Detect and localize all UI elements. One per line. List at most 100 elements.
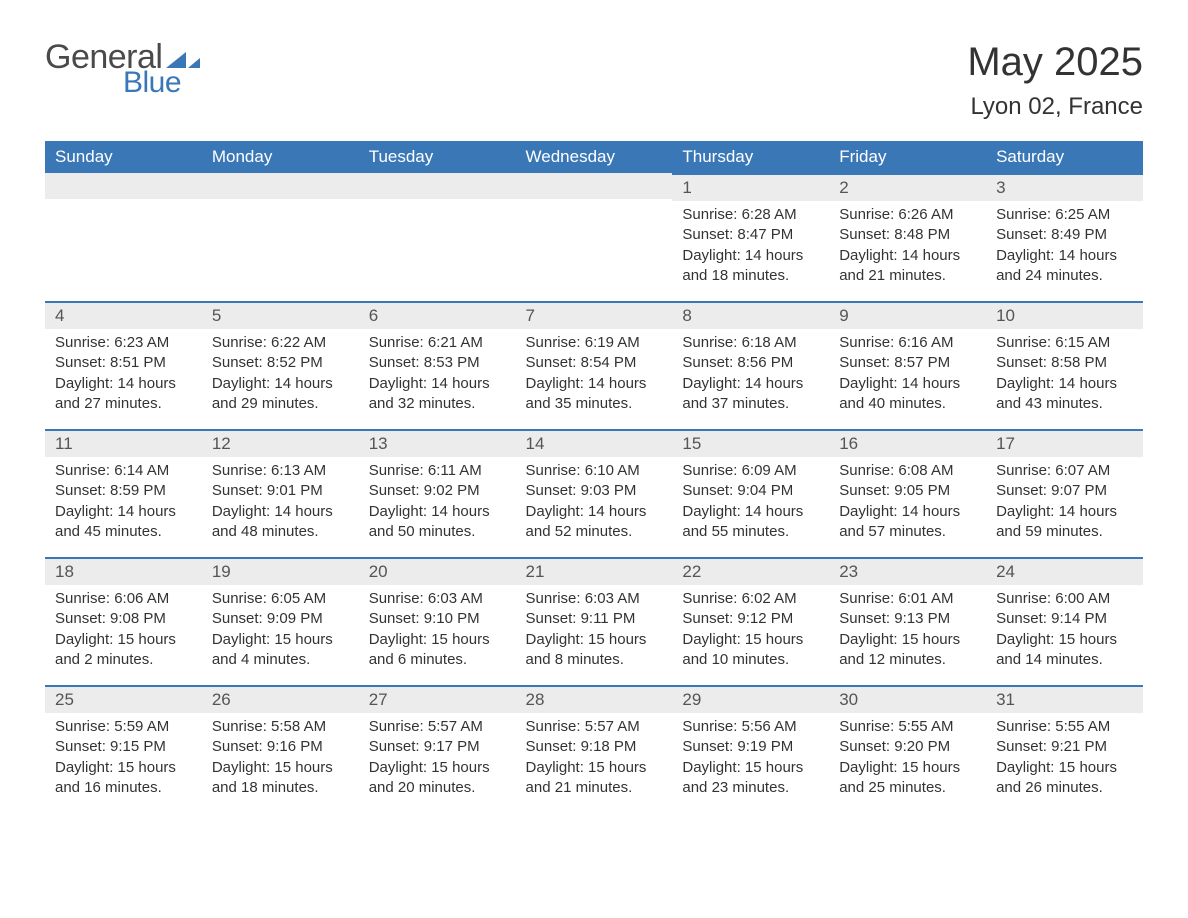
- daylight-line: Daylight: 15 hours and 25 minutes.: [839, 758, 976, 799]
- day-details: Sunrise: 6:02 AMSunset: 9:12 PMDaylight:…: [672, 585, 829, 680]
- day-details: Sunrise: 5:55 AMSunset: 9:20 PMDaylight:…: [829, 713, 986, 808]
- sunset-line: Sunset: 8:49 PM: [996, 225, 1133, 245]
- day-number-bar: 31: [986, 685, 1143, 713]
- day-details: Sunrise: 6:11 AMSunset: 9:02 PMDaylight:…: [359, 457, 516, 552]
- daylight-line: Daylight: 15 hours and 6 minutes.: [369, 630, 506, 671]
- location-subtitle: Lyon 02, France: [967, 93, 1143, 121]
- sunrise-line: Sunrise: 6:03 AM: [526, 589, 663, 609]
- day-details: Sunrise: 5:58 AMSunset: 9:16 PMDaylight:…: [202, 713, 359, 808]
- day-details: Sunrise: 6:06 AMSunset: 9:08 PMDaylight:…: [45, 585, 202, 680]
- empty-daynum-bar: [516, 173, 673, 199]
- weekday-header: Monday: [202, 141, 359, 173]
- day-details: Sunrise: 6:26 AMSunset: 8:48 PMDaylight:…: [829, 201, 986, 296]
- empty-daynum-bar: [359, 173, 516, 199]
- sunrise-line: Sunrise: 6:01 AM: [839, 589, 976, 609]
- daylight-line: Daylight: 14 hours and 18 minutes.: [682, 246, 819, 287]
- day-details: Sunrise: 6:13 AMSunset: 9:01 PMDaylight:…: [202, 457, 359, 552]
- daylight-line: Daylight: 14 hours and 57 minutes.: [839, 502, 976, 543]
- sunrise-line: Sunrise: 6:18 AM: [682, 333, 819, 353]
- day-number-bar: 11: [45, 429, 202, 457]
- day-number-bar: 5: [202, 301, 359, 329]
- sunrise-line: Sunrise: 6:16 AM: [839, 333, 976, 353]
- day-number: 16: [829, 431, 986, 457]
- day-details: Sunrise: 6:25 AMSunset: 8:49 PMDaylight:…: [986, 201, 1143, 296]
- weekday-header: Wednesday: [516, 141, 673, 173]
- day-number: 3: [986, 175, 1143, 201]
- sunset-line: Sunset: 9:21 PM: [996, 737, 1133, 757]
- daylight-line: Daylight: 14 hours and 24 minutes.: [996, 246, 1133, 287]
- sunset-line: Sunset: 9:17 PM: [369, 737, 506, 757]
- day-number-bar: 21: [516, 557, 673, 585]
- sunset-line: Sunset: 8:57 PM: [839, 353, 976, 373]
- sunrise-line: Sunrise: 6:23 AM: [55, 333, 192, 353]
- sunset-line: Sunset: 9:10 PM: [369, 609, 506, 629]
- sunset-line: Sunset: 9:13 PM: [839, 609, 976, 629]
- day-details: Sunrise: 6:21 AMSunset: 8:53 PMDaylight:…: [359, 329, 516, 424]
- calendar-cell: 6Sunrise: 6:21 AMSunset: 8:53 PMDaylight…: [359, 301, 516, 429]
- daylight-line: Daylight: 15 hours and 10 minutes.: [682, 630, 819, 671]
- calendar-cell: 18Sunrise: 6:06 AMSunset: 9:08 PMDayligh…: [45, 557, 202, 685]
- sunset-line: Sunset: 9:18 PM: [526, 737, 663, 757]
- day-number: 27: [359, 687, 516, 713]
- sunrise-line: Sunrise: 6:05 AM: [212, 589, 349, 609]
- daylight-line: Daylight: 14 hours and 55 minutes.: [682, 502, 819, 543]
- sunrise-line: Sunrise: 6:03 AM: [369, 589, 506, 609]
- sunset-line: Sunset: 9:14 PM: [996, 609, 1133, 629]
- daylight-line: Daylight: 15 hours and 4 minutes.: [212, 630, 349, 671]
- sunset-line: Sunset: 9:12 PM: [682, 609, 819, 629]
- day-details: Sunrise: 6:08 AMSunset: 9:05 PMDaylight:…: [829, 457, 986, 552]
- day-number-bar: 14: [516, 429, 673, 457]
- daylight-line: Daylight: 15 hours and 16 minutes.: [55, 758, 192, 799]
- day-details: Sunrise: 6:07 AMSunset: 9:07 PMDaylight:…: [986, 457, 1143, 552]
- day-number: 17: [986, 431, 1143, 457]
- sunrise-line: Sunrise: 6:06 AM: [55, 589, 192, 609]
- day-details: Sunrise: 6:03 AMSunset: 9:11 PMDaylight:…: [516, 585, 673, 680]
- calendar-week-row: 25Sunrise: 5:59 AMSunset: 9:15 PMDayligh…: [45, 685, 1143, 813]
- day-details: Sunrise: 5:57 AMSunset: 9:17 PMDaylight:…: [359, 713, 516, 808]
- day-number: 6: [359, 303, 516, 329]
- sunrise-line: Sunrise: 5:58 AM: [212, 717, 349, 737]
- calendar-cell: 1Sunrise: 6:28 AMSunset: 8:47 PMDaylight…: [672, 173, 829, 301]
- day-number: 11: [45, 431, 202, 457]
- calendar-cell: 30Sunrise: 5:55 AMSunset: 9:20 PMDayligh…: [829, 685, 986, 813]
- day-number: 2: [829, 175, 986, 201]
- sunrise-line: Sunrise: 5:56 AM: [682, 717, 819, 737]
- day-number-bar: 3: [986, 173, 1143, 201]
- calendar-week-row: 4Sunrise: 6:23 AMSunset: 8:51 PMDaylight…: [45, 301, 1143, 429]
- day-details: Sunrise: 5:56 AMSunset: 9:19 PMDaylight:…: [672, 713, 829, 808]
- calendar-cell: 8Sunrise: 6:18 AMSunset: 8:56 PMDaylight…: [672, 301, 829, 429]
- logo-text-blue: Blue: [123, 68, 200, 98]
- day-details: Sunrise: 6:23 AMSunset: 8:51 PMDaylight:…: [45, 329, 202, 424]
- sunset-line: Sunset: 8:54 PM: [526, 353, 663, 373]
- daylight-line: Daylight: 14 hours and 37 minutes.: [682, 374, 819, 415]
- sunset-line: Sunset: 9:19 PM: [682, 737, 819, 757]
- sunset-line: Sunset: 9:03 PM: [526, 481, 663, 501]
- day-number-bar: 26: [202, 685, 359, 713]
- calendar-week-row: 18Sunrise: 6:06 AMSunset: 9:08 PMDayligh…: [45, 557, 1143, 685]
- weekday-header: Friday: [829, 141, 986, 173]
- day-details: Sunrise: 6:18 AMSunset: 8:56 PMDaylight:…: [672, 329, 829, 424]
- day-number-bar: 2: [829, 173, 986, 201]
- calendar-cell: 10Sunrise: 6:15 AMSunset: 8:58 PMDayligh…: [986, 301, 1143, 429]
- sunrise-line: Sunrise: 5:55 AM: [839, 717, 976, 737]
- daylight-line: Daylight: 14 hours and 50 minutes.: [369, 502, 506, 543]
- calendar-cell: 28Sunrise: 5:57 AMSunset: 9:18 PMDayligh…: [516, 685, 673, 813]
- calendar-cell: 15Sunrise: 6:09 AMSunset: 9:04 PMDayligh…: [672, 429, 829, 557]
- day-number-bar: 18: [45, 557, 202, 585]
- sunset-line: Sunset: 9:02 PM: [369, 481, 506, 501]
- daylight-line: Daylight: 15 hours and 20 minutes.: [369, 758, 506, 799]
- logo: General Blue: [45, 40, 200, 98]
- weekday-header: Thursday: [672, 141, 829, 173]
- sunset-line: Sunset: 8:59 PM: [55, 481, 192, 501]
- sunset-line: Sunset: 9:01 PM: [212, 481, 349, 501]
- calendar-cell: [202, 173, 359, 301]
- sunset-line: Sunset: 9:09 PM: [212, 609, 349, 629]
- day-number: 14: [516, 431, 673, 457]
- sunrise-line: Sunrise: 6:26 AM: [839, 205, 976, 225]
- day-number-bar: 25: [45, 685, 202, 713]
- sunset-line: Sunset: 8:48 PM: [839, 225, 976, 245]
- day-number-bar: 6: [359, 301, 516, 329]
- calendar-cell: 21Sunrise: 6:03 AMSunset: 9:11 PMDayligh…: [516, 557, 673, 685]
- day-number-bar: 4: [45, 301, 202, 329]
- daylight-line: Daylight: 15 hours and 21 minutes.: [526, 758, 663, 799]
